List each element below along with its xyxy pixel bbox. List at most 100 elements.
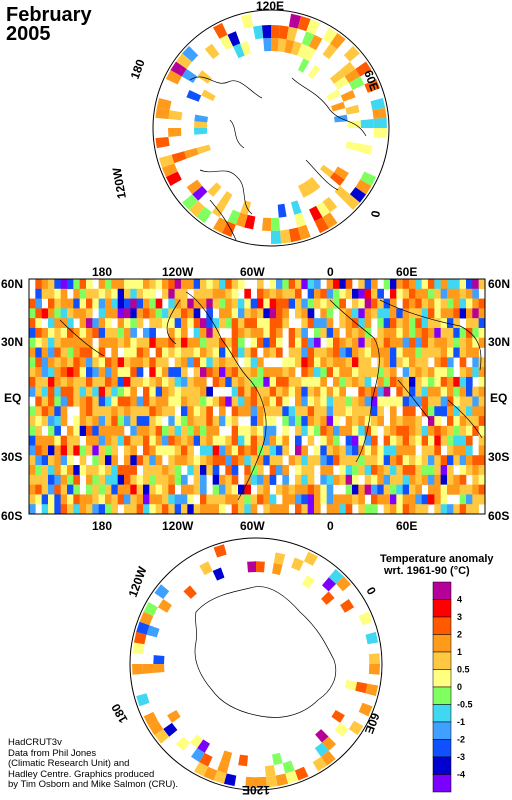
anomaly-cell — [276, 337, 283, 348]
anomaly-cell — [364, 279, 372, 290]
anomaly-cell — [428, 288, 435, 299]
anomaly-cell — [165, 70, 182, 85]
anomaly-cell — [295, 357, 302, 368]
anomaly-cell — [227, 209, 241, 225]
anomaly-cell — [244, 445, 251, 456]
anomaly-cell — [60, 376, 68, 388]
anomaly-cell — [162, 494, 169, 505]
anomaly-cell — [105, 288, 112, 299]
anomaly-cell — [372, 107, 387, 119]
anomaly-cell — [79, 298, 87, 309]
anomaly-cell — [358, 455, 365, 466]
anomaly-cell — [333, 494, 340, 505]
anomaly-cell — [316, 201, 331, 218]
anomaly-cell — [54, 455, 61, 466]
anomaly-cell — [149, 494, 156, 505]
anomaly-cell — [466, 279, 473, 290]
legend-tick-label: -4 — [457, 770, 465, 780]
anomaly-cell — [421, 455, 429, 466]
anomaly-cell — [415, 474, 422, 485]
anomaly-cell — [225, 474, 232, 485]
anomaly-cell — [453, 435, 460, 446]
anomaly-cell — [117, 406, 125, 417]
legend-swatch — [432, 651, 452, 670]
anomaly-cell — [301, 327, 308, 339]
anomaly-cell — [41, 445, 49, 456]
anomaly-cell — [35, 337, 42, 348]
anomaly-cell — [130, 425, 137, 436]
anomaly-cell — [105, 279, 112, 290]
anomaly-cell — [421, 288, 429, 299]
anomaly-cell — [415, 376, 422, 388]
anomaly-cell — [320, 327, 327, 339]
anomaly-cell — [130, 406, 137, 417]
anomaly-cell — [320, 494, 327, 505]
anomaly-cell — [130, 376, 137, 388]
anomaly-cell — [263, 327, 270, 339]
anomaly-cell — [35, 357, 42, 368]
anomaly-cell — [200, 279, 207, 290]
anomaly-cell — [371, 474, 378, 485]
anomaly-cell — [92, 347, 99, 358]
anomaly-cell — [187, 308, 194, 319]
anomaly-cell — [390, 376, 397, 388]
anomaly-cell — [377, 357, 384, 368]
left-lat-label: 30S — [1, 450, 22, 464]
anomaly-cell — [269, 367, 277, 378]
anomaly-cell — [396, 425, 403, 436]
anomaly-cell — [244, 298, 251, 309]
anomaly-cell — [466, 435, 473, 446]
anomaly-cell — [250, 455, 258, 466]
anomaly-cell — [143, 435, 150, 446]
legend-swatch — [432, 704, 452, 723]
anomaly-cell — [130, 357, 137, 368]
anomaly-cell — [54, 396, 61, 407]
credit-line: Data from Phil Jones — [8, 747, 97, 759]
anomaly-cell — [364, 445, 372, 456]
anomaly-cell — [92, 425, 99, 436]
anomaly-cell — [117, 494, 125, 505]
anomaly-cell — [54, 435, 61, 446]
anomaly-cell — [390, 337, 397, 348]
anomaly-cell — [295, 298, 302, 309]
anomaly-cell — [298, 58, 310, 73]
anomaly-cell — [187, 425, 194, 436]
anomaly-cell — [206, 367, 213, 378]
anomaly-cell — [295, 455, 302, 466]
anomaly-cell — [278, 25, 289, 40]
anomaly-cell — [146, 625, 160, 638]
anomaly-cell — [307, 177, 321, 192]
anomaly-cell — [86, 416, 93, 427]
anomaly-cell — [92, 288, 99, 299]
anomaly-cell — [174, 357, 182, 368]
anomaly-cell — [162, 474, 169, 485]
anomaly-cell — [98, 288, 106, 299]
anomaly-cell — [383, 367, 391, 378]
anomaly-cell — [459, 279, 467, 290]
anomaly-cell — [111, 445, 118, 456]
anomaly-cell — [269, 425, 277, 436]
anomaly-cell — [326, 327, 334, 339]
anomaly-cell — [453, 337, 460, 348]
anomaly-cell — [402, 298, 410, 309]
anomaly-cell — [105, 455, 112, 466]
anomaly-cell — [358, 308, 365, 319]
anomaly-cell — [409, 298, 416, 309]
anomaly-cell — [29, 484, 36, 495]
anomaly-cell — [194, 762, 209, 777]
anomaly-cell — [360, 171, 377, 186]
anomaly-cell — [111, 386, 118, 397]
anomaly-cell — [29, 425, 36, 436]
anomaly-cell — [79, 406, 87, 417]
anomaly-cell — [35, 435, 42, 446]
anomaly-cell — [320, 318, 327, 329]
anomaly-cell — [383, 484, 391, 495]
anomaly-cell — [355, 61, 372, 77]
anomaly-cell — [79, 455, 87, 466]
anomaly-cell — [200, 474, 207, 485]
anomaly-cell — [434, 396, 441, 407]
anomaly-cell — [269, 416, 277, 427]
anomaly-cell — [269, 396, 277, 407]
anomaly-cell — [295, 327, 302, 339]
anomaly-cell — [111, 367, 118, 378]
